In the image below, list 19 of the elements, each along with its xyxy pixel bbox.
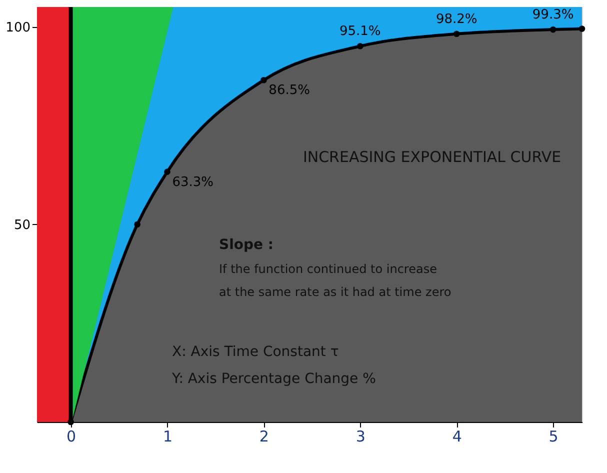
annotation: INCREASING EXPONENTIAL CURVE: [302, 148, 562, 166]
annotation: If the function continued to increase: [219, 262, 437, 276]
x-tick-label: 5: [548, 428, 558, 446]
x-tick-label: 0: [66, 428, 76, 446]
x-tick-label: 3: [356, 428, 366, 446]
data-label: 63.3%: [172, 174, 214, 190]
x-tick-label: 2: [259, 428, 269, 446]
annotation: Y: Axis Percentage Change %: [171, 371, 376, 387]
annotation: Slope :: [219, 237, 274, 253]
data-label: 98.2%: [436, 12, 478, 27]
data-label: 99.3%: [532, 8, 574, 23]
y-tick-label: 50: [14, 218, 30, 233]
x-tick-label: 4: [452, 428, 462, 446]
y-tick-label: 100: [6, 20, 30, 36]
annotation: at the same rate as it had at time zero: [219, 285, 452, 299]
data-label: 95.1%: [339, 24, 381, 40]
data-label: 86.5%: [268, 83, 310, 98]
x-tick-label: 1: [162, 428, 172, 446]
annotation: X: Axis Time Constant τ: [172, 344, 339, 360]
